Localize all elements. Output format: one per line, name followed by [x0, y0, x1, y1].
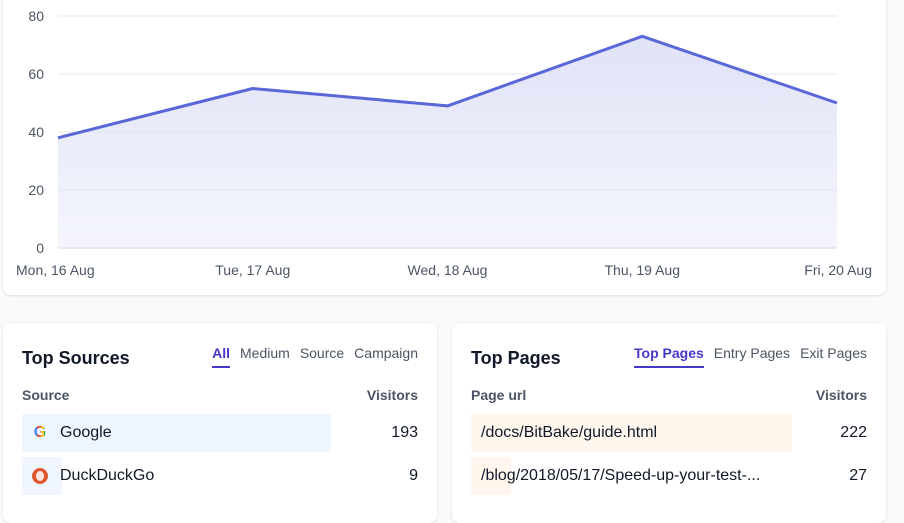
x-tick-label: Mon, 16 Aug	[16, 262, 95, 278]
source-visitors: 193	[391, 424, 418, 441]
page-row[interactable]: /blog/2018/05/17/Speed-up-your-test-... …	[471, 457, 867, 495]
duckduckgo-icon	[32, 468, 48, 484]
tab-source[interactable]: Source	[299, 345, 345, 361]
visitors-column-header: Visitors	[366, 387, 418, 403]
data-point[interactable]	[831, 97, 843, 109]
y-tick-label: 40	[28, 124, 44, 140]
top-pages-tabs: Top Pages Entry Pages Exit Pages	[634, 345, 867, 368]
tab-medium[interactable]: Medium	[240, 345, 290, 361]
data-point[interactable]	[52, 132, 64, 144]
page-url: /docs/BitBake/guide.html	[481, 424, 658, 441]
tab-all[interactable]: All	[212, 345, 231, 368]
page-visitors: 222	[840, 424, 867, 441]
data-point[interactable]	[636, 30, 648, 42]
visitors-chart-card: 0 20 40 60 80 Mon, 16 Aug Tue, 17 Aug Wed, 18 A…	[3, 0, 886, 295]
page-row-bar	[471, 414, 792, 452]
google-icon: G	[33, 424, 47, 441]
source-row-duckduckgo[interactable]: DuckDuckGo 9	[22, 457, 418, 495]
tab-exit-pages[interactable]: Exit Pages	[800, 345, 867, 361]
page-url-column-header: Page url	[471, 387, 527, 403]
source-column-header: Source	[22, 387, 70, 403]
source-label: Google	[60, 424, 112, 441]
source-row-bar	[22, 414, 331, 452]
x-tick-label: Fri, 20 Aug	[804, 262, 872, 278]
top-sources-title: Top Sources	[22, 348, 130, 368]
x-tick-label: Thu, 19 Aug	[604, 262, 680, 278]
data-point[interactable]	[247, 83, 259, 95]
top-sources-tabs: All Medium Source Campaign	[212, 345, 418, 368]
page-row[interactable]: /docs/BitBake/guide.html 222	[471, 414, 867, 452]
data-point[interactable]	[442, 100, 454, 112]
x-tick-label: Wed, 18 Aug	[408, 262, 488, 278]
source-row-google[interactable]: G Google 193	[22, 414, 418, 452]
tab-entry-pages[interactable]: Entry Pages	[713, 345, 791, 361]
source-label: DuckDuckGo	[60, 467, 155, 484]
visitors-area	[58, 36, 837, 248]
visitors-series-line	[57, 34, 838, 140]
visitors-line-chart: 0 20 40 60 80 Mon, 16 Aug Tue, 17 Aug Wed, 18 A…	[16, 8, 872, 278]
y-tick-label: 60	[28, 66, 44, 82]
page-visitors: 27	[849, 467, 867, 484]
tab-top-pages[interactable]: Top Pages	[634, 345, 704, 368]
y-tick-label: 20	[28, 182, 44, 198]
page-url: /blog/2018/05/17/Speed-up-your-test-...	[481, 467, 761, 484]
y-tick-label: 0	[36, 240, 44, 256]
top-pages-title: Top Pages	[471, 348, 561, 368]
top-sources-card: Top Sources All Medium Source Campaign S…	[3, 323, 437, 523]
x-tick-label: Tue, 17 Aug	[215, 262, 290, 278]
top-pages-card: Top Pages Top Pages Entry Pages Exit Pag…	[452, 323, 886, 523]
visitors-column-header: Visitors	[815, 387, 867, 403]
tab-campaign[interactable]: Campaign	[354, 345, 418, 361]
y-tick-label: 80	[28, 8, 44, 24]
source-visitors: 9	[409, 467, 418, 484]
